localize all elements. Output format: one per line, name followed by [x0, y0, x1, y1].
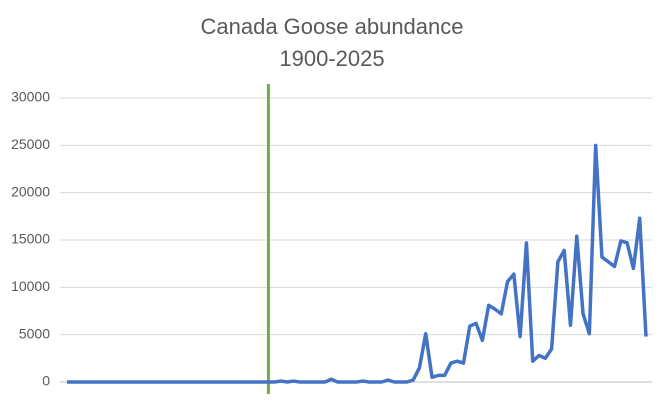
y-tick-label: 20000 — [11, 183, 50, 199]
chart-subtitle: 1900-2025 — [279, 46, 384, 71]
y-tick-label: 15000 — [11, 231, 50, 247]
y-tick-label: 30000 — [11, 89, 50, 105]
y-tick-label: 0 — [42, 373, 50, 389]
y-tick-label: 25000 — [11, 136, 50, 152]
chart-title: Canada Goose abundance — [201, 14, 464, 39]
data-line — [67, 143, 648, 384]
y-tick-label: 10000 — [11, 278, 50, 294]
y-tick-label: 5000 — [19, 325, 50, 341]
